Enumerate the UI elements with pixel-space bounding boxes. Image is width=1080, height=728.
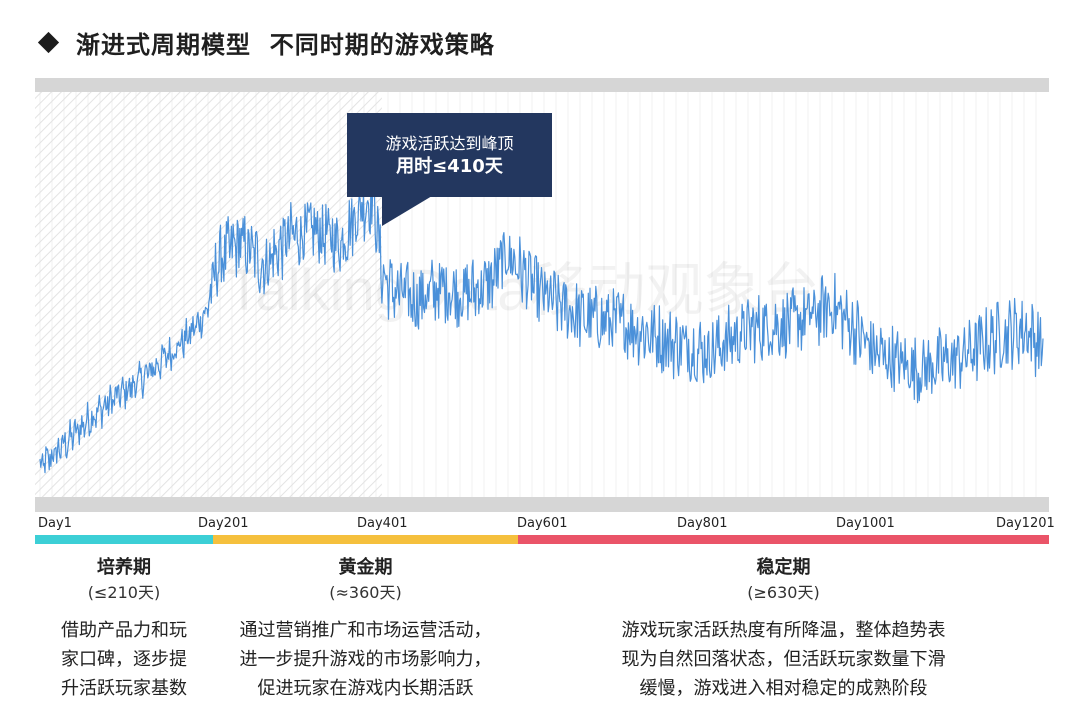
x-tick-label: Day201 xyxy=(198,516,249,531)
desc-line: 家口碑，逐步提 xyxy=(61,649,187,670)
callout-line2: 用时≤410天 xyxy=(396,156,503,177)
page-title: 渐进式周期模型 不同时期的游戏策略 xyxy=(76,30,495,59)
desc-line: 促进玩家在游戏内长期活跃 xyxy=(257,678,474,699)
plot-top-border xyxy=(35,78,1049,92)
phase-name: 稳定期 xyxy=(756,557,811,578)
x-tick-label: Day1001 xyxy=(836,516,895,531)
phase-duration: (≈360天) xyxy=(329,583,402,602)
phase-bar-stable xyxy=(518,535,1049,544)
phase-description: 借助产品力和玩 家口碑，逐步提 升活跃玩家基数 xyxy=(35,616,213,703)
phase-duration: (≤210天) xyxy=(87,583,161,602)
peak-callout: 游戏活跃达到峰顶 用时≤410天 xyxy=(347,113,552,197)
plot-bottom-border xyxy=(35,497,1049,512)
phase-bar-cultivation xyxy=(35,535,213,544)
x-tick-label: Day401 xyxy=(357,516,408,531)
desc-line: 缓慢，游戏进入相对稳定的成熟阶段 xyxy=(639,678,928,699)
callout-pointer xyxy=(382,196,432,226)
x-tick-label: Day601 xyxy=(517,516,568,531)
phase-name: 黄金期 xyxy=(338,557,393,578)
phase-name: 培养期 xyxy=(97,557,151,578)
phase-bar-golden xyxy=(213,535,518,544)
phase-duration: (≥630天) xyxy=(747,583,820,602)
phase-description: 通过营销推广和市场运营活动， 进一步提升游戏的市场影响力， 促进玩家在游戏内长期… xyxy=(213,616,518,703)
series-line xyxy=(39,162,1044,474)
x-tick-label: Day1201 xyxy=(996,516,1055,531)
desc-line: 通过营销推广和市场运营活动， xyxy=(239,620,492,641)
desc-line: 游戏玩家活跃热度有所降温，整体趋势表 xyxy=(621,620,946,641)
desc-line: 升活跃玩家基数 xyxy=(61,678,187,699)
diamond-bullet-icon xyxy=(37,31,60,53)
callout-line1: 游戏活跃达到峰顶 xyxy=(385,134,514,153)
phase-description: 游戏玩家活跃热度有所降温，整体趋势表 现为自然回落状态，但活跃玩家数量下滑 缓慢… xyxy=(518,616,1049,703)
desc-line: 借助产品力和玩 xyxy=(61,620,187,641)
x-tick-label: Day1 xyxy=(38,516,72,531)
desc-line: 进一步提升游戏的市场影响力， xyxy=(239,649,492,670)
title-row: 渐进式周期模型 不同时期的游戏策略 xyxy=(37,22,495,62)
desc-line: 现为自然回落状态，但活跃玩家数量下滑 xyxy=(621,649,946,670)
x-tick-label: Day801 xyxy=(677,516,728,531)
highlight-period-hatch xyxy=(35,92,382,497)
